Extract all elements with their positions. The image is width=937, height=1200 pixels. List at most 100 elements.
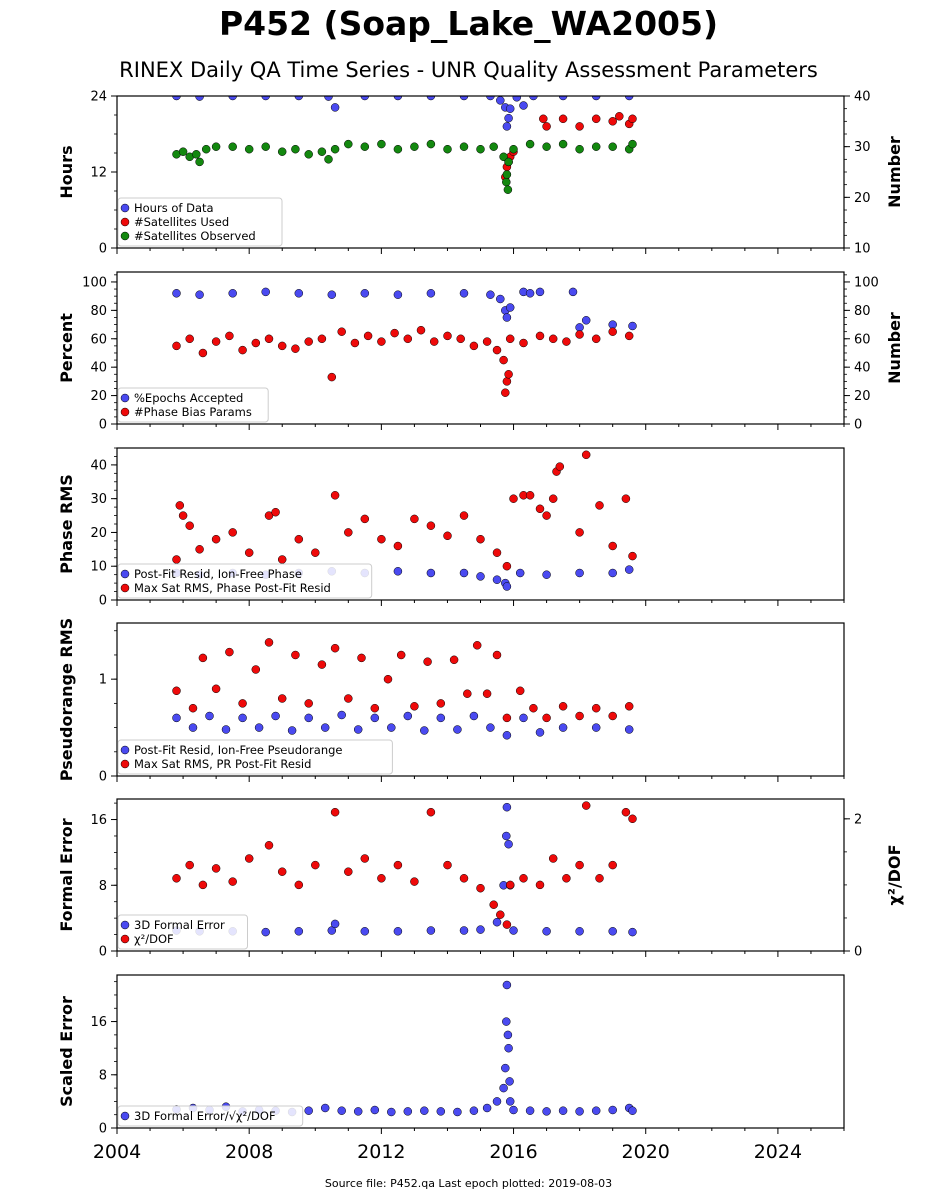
data-point-green xyxy=(575,144,584,154)
data-point-blue xyxy=(504,839,513,849)
data-point-red xyxy=(608,327,617,336)
data-point-red xyxy=(489,900,498,909)
data-point-blue xyxy=(501,1063,510,1073)
data-point-blue xyxy=(221,725,231,734)
data-point-green xyxy=(277,147,287,156)
data-point-blue xyxy=(624,565,634,574)
data-point-green xyxy=(393,144,403,154)
data-point-blue xyxy=(608,927,617,936)
data-point-blue xyxy=(499,1083,508,1093)
y-axis-label: Pseudorange RMS xyxy=(57,618,76,781)
data-point-red xyxy=(515,686,525,696)
data-point-blue xyxy=(502,1017,511,1026)
data-point-green xyxy=(459,142,469,151)
right-y-tick-label: 20 xyxy=(854,389,871,404)
data-point-green xyxy=(628,139,637,149)
data-point-red xyxy=(621,807,631,817)
data-point-red xyxy=(529,703,538,713)
data-point-red xyxy=(370,703,380,713)
data-point-red xyxy=(377,337,386,346)
legend-marker xyxy=(120,231,130,241)
right-y-tick-label: 0 xyxy=(854,945,862,960)
right-y-tick-label: 80 xyxy=(854,304,871,319)
data-point-blue xyxy=(505,104,515,113)
data-point-red xyxy=(317,334,327,344)
data-point-blue xyxy=(393,927,403,936)
data-point-blue xyxy=(486,723,495,732)
data-point-green xyxy=(489,142,498,151)
data-point-red xyxy=(595,501,604,510)
y-tick-label: 40 xyxy=(90,458,107,473)
data-point-green xyxy=(502,170,512,179)
data-point-red xyxy=(383,674,393,684)
data-point-red xyxy=(228,877,237,886)
data-point-red xyxy=(624,702,634,711)
data-point-red xyxy=(591,703,601,713)
legend-entry: Max Sat RMS, Phase Post-Fit Resid xyxy=(134,581,331,595)
legend-entry: Hours of Data xyxy=(134,201,214,215)
data-point-blue xyxy=(519,101,528,110)
data-point-green xyxy=(525,139,535,149)
data-point-red xyxy=(410,877,419,886)
data-point-green xyxy=(377,139,386,149)
data-point-red xyxy=(608,860,617,870)
data-point-green xyxy=(228,142,237,151)
data-point-blue xyxy=(370,1105,380,1115)
data-point-red xyxy=(449,655,459,665)
data-point-red xyxy=(327,372,337,382)
data-point-blue xyxy=(228,289,237,298)
data-point-red xyxy=(492,548,502,557)
data-point-green xyxy=(608,142,617,151)
data-point-blue xyxy=(575,1107,584,1116)
data-point-red xyxy=(277,867,287,876)
data-point-green xyxy=(509,144,518,154)
data-point-red xyxy=(175,501,185,510)
data-point-red xyxy=(304,699,313,708)
y-tick-label: 0 xyxy=(99,594,107,609)
right-y-axis-label: χ²/DOF xyxy=(885,845,904,906)
data-point-red xyxy=(581,801,591,810)
data-point-red xyxy=(535,331,545,341)
data-point-blue xyxy=(294,96,304,101)
data-point-red xyxy=(519,874,528,883)
data-point-green xyxy=(291,144,300,154)
data-point-red xyxy=(390,328,399,338)
data-point-red xyxy=(575,122,584,131)
data-point-red xyxy=(608,711,617,721)
data-point-red xyxy=(429,337,439,346)
data-point-blue xyxy=(505,1077,514,1086)
data-point-red xyxy=(238,699,247,708)
data-point-red xyxy=(198,348,208,358)
data-point-blue xyxy=(492,1097,502,1106)
data-point-green xyxy=(476,144,485,154)
data-point-blue xyxy=(228,96,237,101)
data-point-red xyxy=(185,521,194,530)
data-point-blue xyxy=(502,980,512,990)
data-point-red xyxy=(459,511,469,520)
figure-subtitle: RINEX Daily QA Time Series - UNR Quality… xyxy=(119,58,818,82)
data-point-red xyxy=(591,114,601,124)
data-point-red xyxy=(416,325,426,335)
data-point-blue xyxy=(327,290,337,299)
data-point-blue xyxy=(387,723,396,732)
panel-3: 0 10 20 30 40 Phase RMS Post-Fit Resid, Ion-Fr… xyxy=(57,447,845,609)
data-point-red xyxy=(505,334,515,344)
data-point-red xyxy=(396,650,406,660)
data-point-blue xyxy=(525,289,535,298)
data-point-red xyxy=(195,545,204,554)
data-point-blue xyxy=(525,1106,535,1115)
data-point-blue xyxy=(453,1107,462,1117)
data-point-red xyxy=(277,341,287,351)
legend-box xyxy=(117,1105,304,1127)
data-point-blue xyxy=(261,96,270,101)
data-point-green xyxy=(211,142,221,151)
data-point-blue xyxy=(628,1106,637,1115)
data-point-red xyxy=(555,462,565,471)
data-point-red xyxy=(548,494,558,503)
data-point-blue xyxy=(542,927,551,936)
y-tick-label: 8 xyxy=(99,879,107,894)
x-tick-label: 2012 xyxy=(357,1141,405,1163)
data-point-red xyxy=(502,561,512,571)
data-point-red xyxy=(211,534,221,544)
